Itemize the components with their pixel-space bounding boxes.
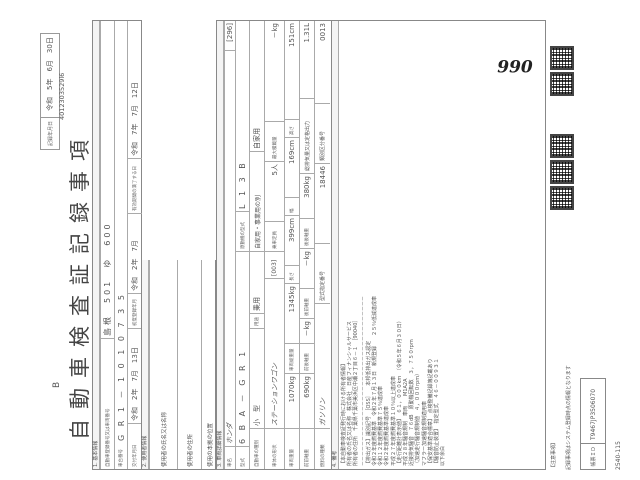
weight-label: 車両重量 <box>290 449 295 467</box>
body-label: 車体の形状 <box>272 444 278 468</box>
capacity-label: 乗車定員 <box>272 231 278 249</box>
weight-value: 1070kg <box>285 374 299 429</box>
max-load-value: －kg <box>265 21 284 122</box>
max-load-label: 最大積載量 <box>272 136 278 160</box>
record-date-box: 記録年月日 令和 5年 6月 30日 <box>40 33 60 150</box>
private-value: 自家用 <box>250 21 264 152</box>
width-label: 幅 <box>290 208 295 214</box>
ff-value: 690kg <box>300 374 314 429</box>
capacity-value: 5人 <box>265 162 284 222</box>
registration-number: 島根 501 ゆ 600 <box>101 21 114 339</box>
remarks-section: 4. 備考 【本自動車検査証発行時における所有者情報】 所有者の氏名又は名称 株… <box>331 20 546 470</box>
fuel-value: ガソリン <box>315 304 330 429</box>
kind-value: 小 型 <box>250 329 264 429</box>
fuel-label: 燃料の種類 <box>320 444 326 468</box>
document-title: 自動車検査証記録事項 <box>68 130 92 440</box>
user-info-section: 2. 使用者情報 使用者の氏名又は名称 使用者の住所 使用の本拠の位置 <box>141 260 217 470</box>
reg-label: 自動車登録番号又は車両番号 <box>105 408 111 468</box>
form-id-label: 帳票ＩＤ <box>581 443 605 469</box>
ff-label: 前前軸重 <box>305 449 310 467</box>
length-value: 399cm <box>285 216 299 266</box>
form-code: 2540-115 <box>615 441 622 470</box>
section-heading: 3. 車両詳細情報 <box>217 21 224 469</box>
model-value: 6 B A － G R 1 <box>236 252 249 447</box>
disp-label: 総排気量又は定格出力 <box>300 99 314 174</box>
gross-value: 1345kg <box>285 284 299 344</box>
form-mark: B <box>52 381 62 388</box>
qr-code-icon <box>550 186 574 210</box>
fr-value: －kg <box>300 319 314 344</box>
body-value: ステーションワゴン <box>265 279 284 429</box>
engine-label: 原動機の型式 <box>240 222 246 249</box>
first-reg-label: 初度登録年月 <box>133 299 138 326</box>
rf-label: 後前軸重 <box>305 298 310 316</box>
width-value: 169cm <box>285 138 299 198</box>
section-heading: 4. 備考 <box>332 21 339 469</box>
length-label: 長さ <box>290 272 295 281</box>
basic-info-section: 1. 基本情報 自動車登録番号又は車両番号 島根 501 ゆ 600 車台番号 G… <box>92 20 142 470</box>
class-no-label: 類別区分番号 <box>315 104 330 164</box>
make-label: 車名 <box>228 458 233 467</box>
rr-label: 後後軸重 <box>305 228 310 246</box>
expiry-date: 令和 7年 7月 12日 <box>128 21 142 159</box>
use-value: 乗用 <box>250 252 264 314</box>
section-heading: 2. 使用者情報 <box>142 260 149 469</box>
issue-date: 令和 2年 7月 13日 <box>128 329 142 424</box>
make-value: ホンダ <box>225 51 235 447</box>
rr-value: 380kg <box>300 174 314 219</box>
remarks-text: 【本自動車検査証発行時における所有者情報】 所有者の氏名又は名称 株式会社 日産… <box>341 295 447 466</box>
record-date: 令和 5年 6月 30日 <box>46 37 54 111</box>
rf-value: －kg <box>300 249 314 289</box>
fr-label: 前後軸重 <box>305 353 310 371</box>
qr-code-icon <box>550 46 574 70</box>
type-no-value: 18446 <box>315 164 330 244</box>
kind-label: 自動車の種別 <box>255 440 260 467</box>
handwritten-number: 990 <box>497 57 533 78</box>
type-no-label: 型式指定番号 <box>315 244 330 304</box>
model-label: 型式 <box>240 458 246 467</box>
first-reg-date: 令和 2年 7月 <box>128 214 142 294</box>
vehicle-detail-section: 3. 車両詳細情報 車名 ホンダ [296] 型式 6 B A － G R 1 … <box>216 20 332 470</box>
section-heading: 1. 基本情報 <box>93 21 100 469</box>
class-no-value: 0013 <box>315 21 330 104</box>
qr-code-icon <box>550 160 574 184</box>
form-id-box: 帳票ＩＤ T9467JP3506070 <box>580 378 606 470</box>
qr-code-icon <box>550 72 574 96</box>
height-label: 高さ <box>290 126 295 135</box>
expiry-label: 有効期間の満了する日 <box>133 166 138 211</box>
body-code: [003] <box>265 252 284 279</box>
chassis-label: 車台番号 <box>119 449 124 467</box>
disp-value: 1.31L <box>300 21 314 99</box>
use-label: 用途 <box>255 317 260 326</box>
gross-label: 車両総重量 <box>290 348 295 372</box>
user-address-label: 使用者の住所 <box>187 433 194 467</box>
qr-code-icon <box>550 134 574 158</box>
chassis-number: G R 1 － 1 0 1 0 7 3 5 <box>116 292 126 441</box>
notice-title: 【注意事項】 <box>551 439 557 470</box>
document-number: 4012303529l6 <box>58 72 66 120</box>
user-name-label: 使用者の氏名又は名称 <box>161 411 168 467</box>
record-date-label: 記録年月日 <box>41 116 59 149</box>
private-label: 自家用・事業用の別 <box>250 152 264 252</box>
make-code: [296] <box>225 21 235 51</box>
height-value: 151cm <box>285 21 299 120</box>
user-base-label: 使用の本拠の位置 <box>207 422 214 467</box>
notice-text: 記録事項はシステム登録時点の情報となります <box>566 365 572 470</box>
form-id-value: T9467JP3506070 <box>589 388 597 440</box>
engine-value: L 1 3 B <box>236 21 249 212</box>
issue-label: 交付年月日 <box>133 444 138 468</box>
